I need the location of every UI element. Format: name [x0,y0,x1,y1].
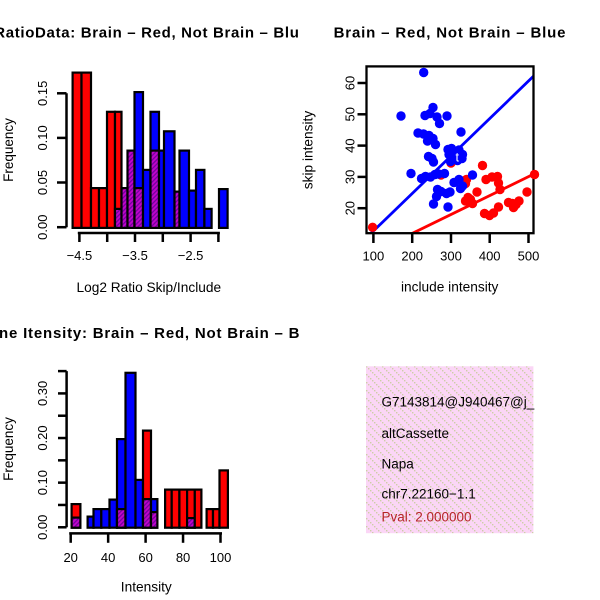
svg-text:80: 80 [176,550,190,565]
svg-text:60: 60 [343,76,358,90]
svg-text:20: 20 [343,201,358,215]
svg-text:200: 200 [401,248,423,263]
svg-text:include intensity: include intensity [401,280,499,295]
svg-text:500: 500 [518,248,540,263]
svg-text:20: 20 [63,550,77,565]
svg-text:Frequency: Frequency [1,417,16,481]
svg-text:300: 300 [440,248,462,263]
svg-text:40: 40 [343,138,358,152]
svg-text:0.15: 0.15 [35,81,50,106]
svg-text:Napa: Napa [382,457,415,472]
svg-text:0.20: 0.20 [35,425,50,450]
svg-text:400: 400 [479,248,501,263]
svg-text:t: t [455,151,459,165]
svg-text:G7143814@J940467@j_: G7143814@J940467@j_ [382,395,535,410]
svg-text:RatioData: Brain – Red, Not Br: RatioData: Brain – Red, Not Brain – Blue [0,25,309,42]
svg-text:0.10: 0.10 [35,470,50,495]
svg-text:0.00: 0.00 [35,515,50,540]
svg-text:Brain – Red, Not Brain – Blue: Brain – Red, Not Brain – Blue [334,25,567,42]
svg-text:Pval: 2.000000: Pval: 2.000000 [382,510,472,525]
svg-text:60: 60 [138,550,152,565]
svg-text:Intensity: Intensity [121,580,172,595]
svg-text:0.30: 0.30 [35,381,50,406]
svg-text:−3.5: −3.5 [122,248,148,263]
svg-text:50: 50 [343,107,358,121]
svg-text:Log2 Ratio Skip/Include: Log2 Ratio Skip/Include [77,280,222,295]
svg-text:0.10: 0.10 [35,125,50,150]
svg-text:0.00: 0.00 [35,215,50,240]
svg-text:−4.5: −4.5 [67,248,93,263]
svg-text:Frequency: Frequency [1,118,16,182]
svg-text:40: 40 [101,550,115,565]
svg-text:100: 100 [210,550,232,565]
svg-text:0.05: 0.05 [35,170,50,195]
svg-text:chr7.22160−1.1: chr7.22160−1.1 [382,487,476,502]
svg-text:Gene Itensity: Brain – Red, No: Gene Itensity: Brain – Red, Not Brain – … [0,325,324,342]
svg-text:altCassette: altCassette [382,426,450,441]
svg-text:30: 30 [343,170,358,184]
svg-text:skip intensity: skip intensity [301,111,316,190]
svg-text:100: 100 [363,248,385,263]
svg-text:−2.5: −2.5 [178,248,204,263]
